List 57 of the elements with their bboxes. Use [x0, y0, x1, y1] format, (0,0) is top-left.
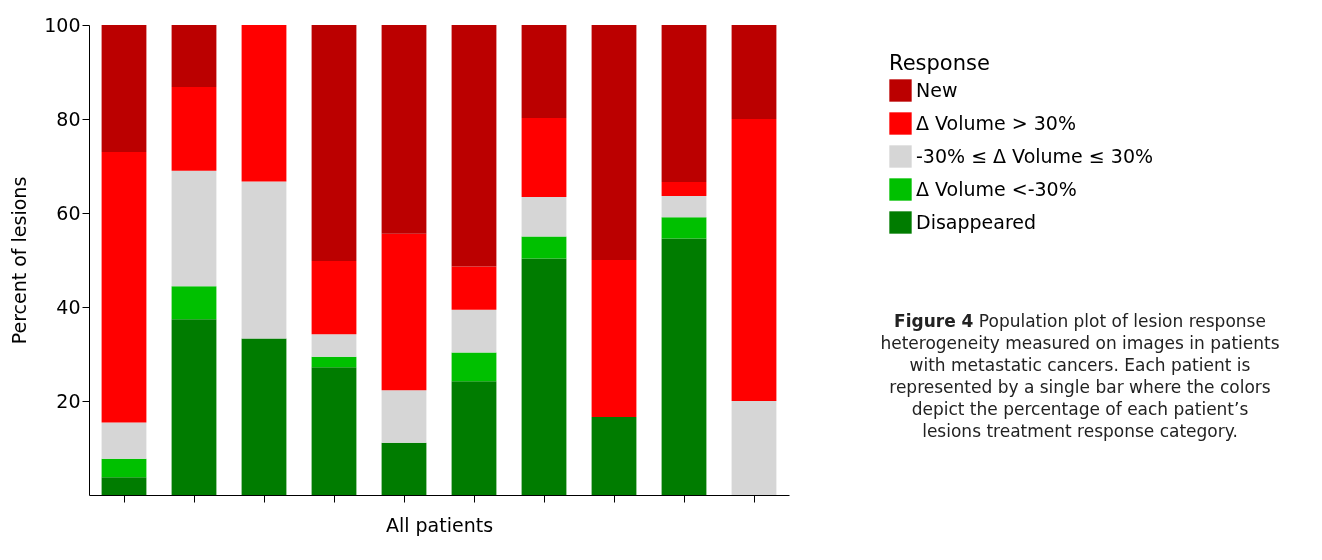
bar: [381, 390, 427, 443]
bar: [171, 319, 217, 495]
bar: [661, 238, 707, 495]
bar: [521, 236, 567, 259]
bar: [661, 181, 707, 197]
bar: [661, 196, 707, 218]
y-tick-label: 40: [56, 295, 81, 318]
bar: [241, 25, 287, 182]
y-tick-label: 20: [56, 389, 81, 412]
legend-label: Δ Volume <-30%: [916, 177, 1077, 200]
bar: [171, 25, 217, 88]
y-tick-label: 80: [56, 107, 81, 130]
bar: [451, 352, 497, 382]
bar: [521, 197, 567, 237]
bar: [591, 260, 637, 417]
bar: [381, 442, 427, 495]
bar: [171, 170, 217, 287]
legend-label: New: [916, 78, 958, 101]
bar: [171, 286, 217, 320]
bar: [101, 477, 147, 495]
y-axis-title: Percent of lesions: [8, 176, 31, 345]
bar: [521, 25, 567, 119]
bar: [591, 416, 637, 495]
bar: [381, 233, 427, 391]
bar: [101, 422, 147, 459]
bar: [241, 338, 287, 495]
bar: [451, 309, 497, 353]
bar: [241, 181, 287, 339]
bar: [311, 367, 357, 495]
bar: [521, 118, 567, 198]
bar: [661, 25, 707, 182]
bar: [521, 258, 567, 495]
bar: [381, 25, 427, 234]
x-axis-title: All patients: [385, 514, 494, 536]
bar: [101, 25, 147, 152]
legend-label: Δ Volume > 30%: [916, 111, 1076, 134]
legend-title: Response: [889, 51, 990, 75]
bar: [661, 217, 707, 239]
bar: [101, 458, 147, 478]
bar: [311, 260, 357, 335]
bar: [311, 334, 357, 357]
bar: [731, 401, 777, 495]
caption: Figure 4 Population plot of lesion response heterogeneity measured on images in patients with metastatic cancers. Each patient is represented by a single bar where the colors depict the percentage of each patient’s lesions treatment response category.: [880, 310, 1280, 442]
bar: [451, 381, 497, 495]
bar: [101, 151, 147, 423]
y-tick-label: 60: [56, 201, 81, 224]
bar: [311, 25, 357, 261]
bar: [731, 119, 777, 401]
bar: [591, 25, 637, 260]
bar: [451, 25, 497, 267]
bar: [731, 25, 777, 119]
legend-label: Disappeared: [916, 210, 1037, 233]
bar: [311, 356, 357, 368]
bar: [451, 266, 497, 310]
legend-label: -30% ≤ Δ Volume ≤ 30%: [916, 144, 1154, 167]
bar: [171, 87, 217, 171]
y-tick-label: 100: [44, 13, 81, 36]
